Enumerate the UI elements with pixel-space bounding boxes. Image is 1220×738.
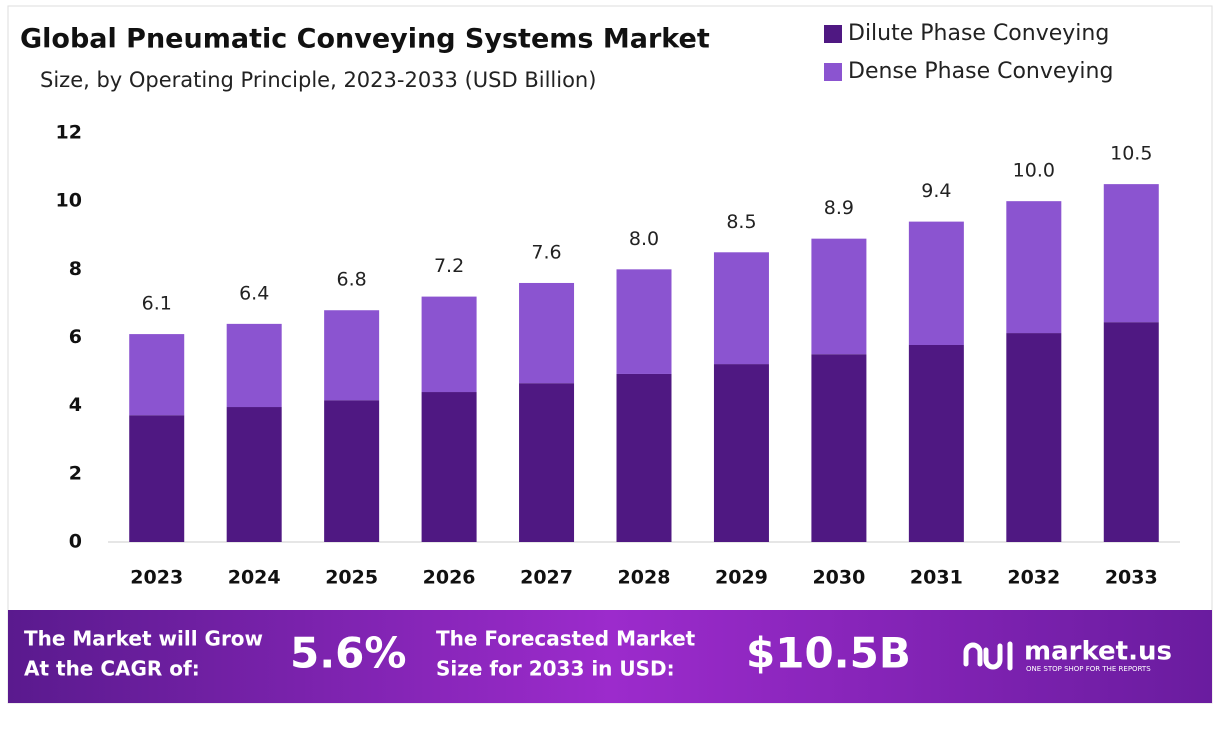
legend-swatch	[824, 25, 842, 43]
bar-segment	[616, 373, 672, 542]
cagr-value: 5.6%	[290, 629, 406, 678]
total-label: 6.8	[337, 269, 367, 291]
bar-segment	[324, 400, 380, 542]
total-label: 7.6	[531, 241, 561, 263]
total-label: 8.9	[824, 197, 854, 219]
legend-label: Dense Phase Conveying	[848, 59, 1113, 84]
forecast-text: The Forecasted Market	[436, 627, 696, 651]
bar-segment	[129, 415, 185, 542]
bar-segment	[226, 407, 282, 542]
x-tick-label: 2030	[812, 567, 865, 589]
total-label: 9.4	[921, 180, 951, 202]
y-tick-label: 6	[69, 326, 82, 348]
total-label: 10.5	[1110, 143, 1152, 165]
x-tick-label: 2032	[1007, 567, 1060, 589]
x-tick-label: 2026	[423, 567, 476, 589]
total-label: 8.5	[726, 211, 756, 233]
bar-segment	[616, 269, 672, 374]
total-label: 8.0	[629, 228, 659, 250]
brand-logo	[963, 641, 1013, 671]
x-tick-label: 2025	[325, 567, 378, 589]
x-tick-label: 2024	[228, 567, 281, 589]
y-tick-label: 10	[56, 190, 82, 212]
cagr-text: The Market will Grow	[24, 627, 263, 651]
x-tick-label: 2023	[130, 567, 183, 589]
y-tick-label: 2	[69, 462, 82, 484]
bar-segment	[1006, 333, 1062, 542]
forecast-text: Size for 2033 in USD:	[436, 657, 675, 681]
bar-segment	[519, 282, 575, 384]
y-tick-label: 0	[69, 531, 82, 553]
x-tick-label: 2029	[715, 567, 768, 589]
x-tick-label: 2027	[520, 567, 573, 589]
forecast-value: $10.5B	[746, 629, 911, 678]
y-tick-label: 8	[69, 258, 82, 280]
bar-segment	[908, 221, 964, 345]
bar-segment	[421, 392, 477, 542]
bar-segment	[226, 323, 282, 408]
x-tick-label: 2033	[1105, 567, 1158, 589]
bar-segment	[1103, 322, 1159, 542]
legend-swatch	[824, 63, 842, 81]
bar-segment	[519, 383, 575, 542]
total-label: 10.0	[1013, 160, 1055, 182]
chart-title: Global Pneumatic Conveying Systems Marke…	[20, 24, 710, 55]
bar-segment	[1103, 184, 1159, 323]
bar-segment	[324, 310, 380, 401]
bar-segment	[713, 364, 769, 542]
total-label: 6.1	[142, 293, 172, 315]
y-tick-label: 12	[56, 122, 82, 144]
bar-segment	[811, 238, 867, 355]
x-tick-label: 2028	[618, 567, 671, 589]
total-label: 7.2	[434, 255, 464, 277]
bar-segment	[421, 296, 477, 393]
y-tick-label: 4	[69, 394, 82, 416]
bar-segment	[811, 354, 867, 542]
x-tick-label: 2031	[910, 567, 963, 589]
bar-segment	[908, 344, 964, 542]
cagr-text: At the CAGR of:	[24, 657, 200, 681]
tagline: ONE STOP SHOP FOR THE REPORTS	[1026, 665, 1151, 673]
bar-segment	[1006, 201, 1062, 334]
bar-segment	[129, 334, 185, 416]
total-label: 6.4	[239, 282, 269, 304]
brand: market.us	[1024, 637, 1172, 667]
chart-subtitle: Size, by Operating Principle, 2023-2033 …	[40, 68, 596, 92]
legend-label: Dilute Phase Conveying	[848, 21, 1109, 46]
bar-segment	[713, 252, 769, 365]
